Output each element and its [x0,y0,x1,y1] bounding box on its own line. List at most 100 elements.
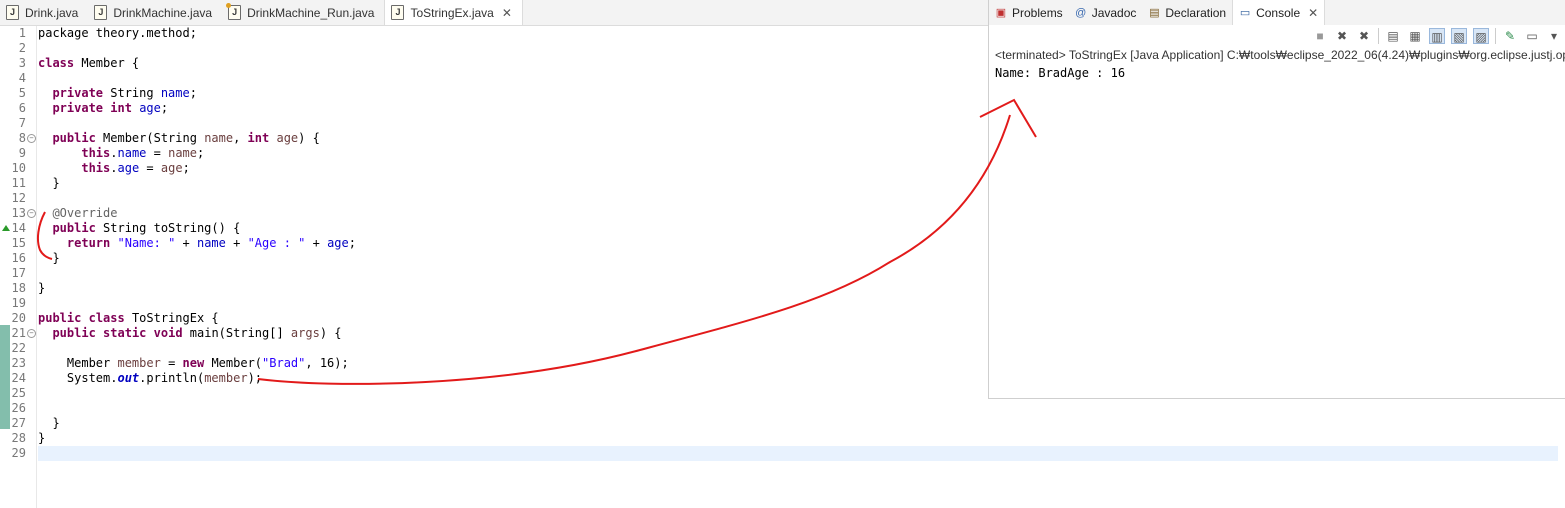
line-number: 17 [11,266,26,280]
fold-toggle-icon[interactable]: − [27,134,36,143]
terminate-icon[interactable]: ■ [1316,29,1324,43]
code-editor[interactable]: 1 package theory.method; 2 3 class Member … [0,26,1565,508]
code-line: @Override [52,206,118,220]
toolbar-divider [1495,28,1496,44]
code-line: return "Name: " + name + "Age : " + age; [66,236,356,250]
tab-label: ToStringEx.java [410,5,494,20]
scroll-lock-icon[interactable]: ▦ [1409,29,1421,43]
tab-label: Problems [1012,5,1063,20]
pin-console-icon[interactable]: ✎ [1504,29,1516,43]
tab-drinkmachine-java[interactable]: J DrinkMachine.java [88,0,222,25]
line-number: 29 [11,446,26,460]
code-line: class Member { [38,56,140,70]
line-number: 23 [11,356,26,370]
tab-label: DrinkMachine.java [113,5,213,20]
view-tab-bar: ▣ Problems @ Javadoc ▤ Declaration ▭ Con… [989,0,1565,25]
line-number: 21 [11,326,26,340]
code-line: private int age; [52,101,169,115]
word-wrap-icon[interactable]: ▥ [1429,28,1445,44]
close-icon[interactable]: ✕ [1308,5,1319,20]
code-line: public Member(String name, int age) { [52,131,320,145]
clear-console-icon[interactable]: ▤ [1387,29,1399,43]
line-number: 24 [11,371,26,385]
fold-toggle-icon[interactable]: − [27,329,36,338]
code-line: public class ToStringEx { [38,311,219,325]
line-number: 4 [18,71,26,85]
show-on-output-icon[interactable]: ▧ [1451,28,1467,44]
tab-drinkmachine-run-java[interactable]: J DrinkMachine_Run.java [222,0,384,25]
line-number: 3 [18,56,26,70]
line-number: 9 [18,146,26,160]
console-status-line: <terminated> ToStringEx [Java Applicatio… [995,48,1565,62]
java-file-icon: J [391,5,405,20]
tab-declaration[interactable]: ▤ Declaration [1142,0,1232,25]
tab-console[interactable]: ▭ Console ✕ [1232,0,1326,25]
line-number: 12 [11,191,26,205]
line-number: 16 [11,251,26,265]
tab-label: Declaration [1165,5,1227,20]
line-number: 8 [18,131,26,145]
code-line: this.name = name; [81,146,205,160]
tab-label: Javadoc [1091,5,1137,20]
problems-icon: ▣ [995,6,1007,19]
console-toolbar: ■ ✖ ✖ ▤ ▦ ▥ ▧ ▨ ✎ ▭ ▾ [989,25,1565,47]
code-line: public String toString() { [52,221,241,235]
tab-tostringex-java[interactable]: J ToStringEx.java ✕ [384,0,523,25]
line-number: 5 [18,86,26,100]
close-icon[interactable]: ✕ [501,5,512,20]
line-number: 27 [11,416,26,430]
console-icon: ▭ [1239,6,1251,19]
toolbar-divider [1378,28,1379,44]
fold-toggle-icon[interactable]: − [27,209,36,218]
console-output[interactable]: Name: BradAge : 16 [995,66,1126,80]
line-number: 19 [11,296,26,310]
tab-label: Console [1256,5,1301,20]
code-line: Member member = new Member("Brad", 16); [38,356,349,370]
code-line: } [38,176,60,190]
override-marker-icon[interactable] [2,225,10,231]
java-run-file-icon: J [226,3,242,20]
line-number-gutter [0,26,37,508]
current-line-highlight [38,446,1558,461]
code-line: } [38,251,60,265]
code-line: } [38,416,60,430]
console-view: ▣ Problems @ Javadoc ▤ Declaration ▭ Con… [988,0,1565,399]
chevron-down-icon[interactable]: ▾ [1550,29,1558,43]
remove-launch-icon[interactable]: ✖ [1336,29,1348,43]
code-line: private String name; [52,86,197,100]
line-number: 1 [18,26,26,40]
line-number: 2 [18,41,26,55]
code-line: System.out.println(member); [38,371,263,385]
tab-javadoc[interactable]: @ Javadoc [1069,0,1143,25]
line-number: 28 [11,431,26,445]
code-line: this.age = age; [81,161,190,175]
line-number: 7 [18,116,26,130]
line-number: 25 [11,386,26,400]
line-number: 14 [11,221,26,235]
code-line: } [38,431,46,445]
code-line: public static void main(String[] args) { [52,326,342,340]
java-file-icon: J [6,5,19,20]
line-number: 22 [11,341,26,355]
line-number: 13 [11,206,26,220]
line-number: 26 [11,401,26,415]
tab-label: DrinkMachine_Run.java [247,5,375,20]
tab-drink-java[interactable]: J Drink.java [0,0,88,25]
change-indicator-bar [0,325,10,429]
display-console-icon[interactable]: ▭ [1526,29,1538,43]
declaration-icon: ▤ [1149,6,1160,19]
line-number: 18 [11,281,26,295]
line-number: 6 [18,101,26,115]
line-number: 15 [11,236,26,250]
tab-problems[interactable]: ▣ Problems [989,0,1069,25]
code-line: package theory.method; [38,26,197,40]
line-number: 20 [11,311,26,325]
tab-label: Drink.java [25,5,79,20]
show-on-error-icon[interactable]: ▨ [1473,28,1489,44]
code-line: } [38,281,46,295]
line-number: 11 [11,176,26,190]
line-number: 10 [11,161,26,175]
java-file-icon: J [94,5,108,20]
remove-all-terminated-icon[interactable]: ✖ [1358,29,1370,43]
at-icon: @ [1075,6,1087,19]
